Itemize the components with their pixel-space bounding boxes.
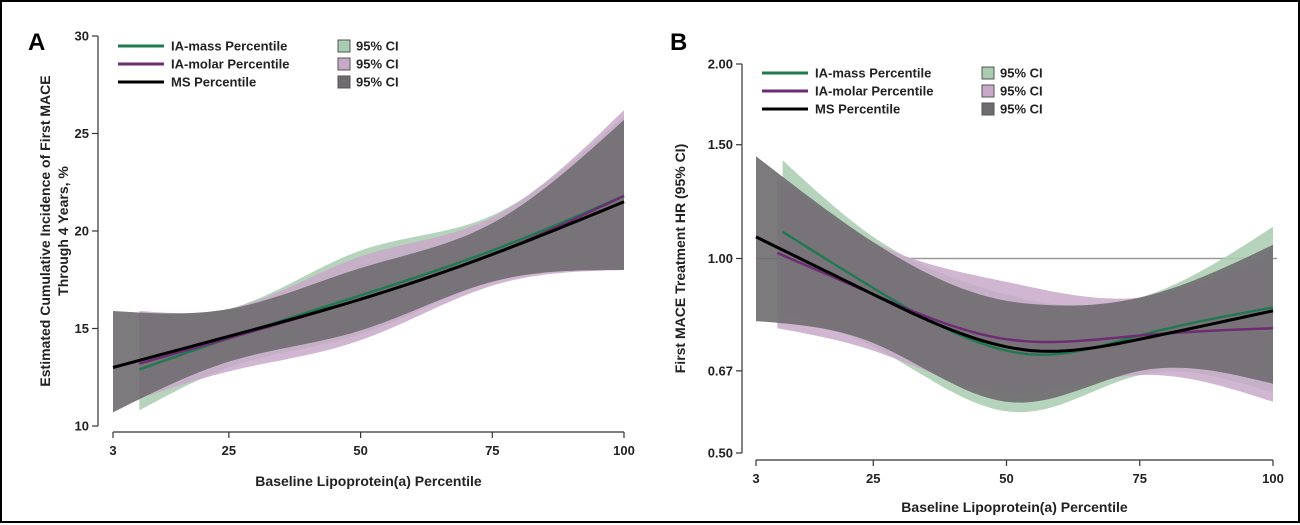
x-tick-label: 75 [485,443,499,458]
legend: IA-mass Percentile 95% CI IA-molar Percent… [118,39,399,90]
legend-ci-swatch-ia-mass [337,39,351,53]
series-line-ms [755,235,1274,353]
x-tick-label: 50 [999,471,1013,486]
y-axis-title: First MACE Treatment HR (95% CI) [672,144,688,373]
legend-label-ia-mass: IA-mass Percentile [171,39,287,54]
legend-ci-label: 95% CI [1000,102,1043,117]
chart-panel-b: B 0.50 0.67 1.00 1.50 2.00 3 25 50 75 100 Baseline … [670,29,1284,515]
y-tick-label: 0.67 [708,363,733,378]
series-line-ms [112,200,625,369]
x-tick-label: 3 [109,443,116,458]
chart-panel-a: A 10 15 20 25 30 3 25 50 75 100 Baseline Lipoprotei… [28,29,635,490]
y-axis-title: Through 4 Years, % [55,166,71,296]
x-tick-label: 100 [613,443,635,458]
x-tick-label: 100 [1262,471,1284,486]
ci-band-ms [756,156,1273,403]
legend-label-ia-molar: IA-molar Percentile [815,84,934,99]
legend-label-ms: MS Percentile [171,75,256,90]
ci-band-ms [113,119,624,413]
x-tick-label: 75 [1133,471,1147,486]
y-tick-label: 25 [75,126,89,141]
y-axis-title: Estimated Cumulative Incidence of First … [37,75,53,386]
series-line-ia-mass [781,230,1274,356]
legend-ci-swatch-ms [337,75,351,89]
panel-letter: B [670,29,687,56]
y-tick-label: 10 [75,419,89,434]
legend-ci-swatch-ms [981,102,995,116]
legend-ci-label: 95% CI [1000,84,1043,99]
y-tick-label: 30 [75,29,89,44]
legend-ci-label: 95% CI [356,75,399,90]
y-tick-label: 20 [75,224,89,239]
x-axis-title: Baseline Lipoprotein(a) Percentile [255,473,482,489]
legend-ci-label: 95% CI [356,39,399,54]
y-tick-label: 0.50 [708,446,733,461]
x-tick-label: 25 [222,443,236,458]
x-tick-label: 25 [866,471,880,486]
legend-ci-swatch-ia-molar [981,84,995,98]
legend-ci-swatch-ia-mass [981,66,995,80]
y-tick-label: 1.00 [708,251,733,266]
x-axis-title: Baseline Lipoprotein(a) Percentile [901,499,1128,515]
y-tick-label: 1.50 [708,137,733,152]
panel-letter: A [28,29,45,56]
legend-label-ia-molar: IA-molar Percentile [171,57,290,72]
legend-label-ms: MS Percentile [815,102,900,117]
legend-label-ia-mass: IA-mass Percentile [815,66,931,81]
y-tick-label: 2.00 [708,57,733,72]
legend-ci-label: 95% CI [356,57,399,72]
legend: IA-mass Percentile 95% CI IA-molar Percent… [762,66,1043,117]
legend-ci-swatch-ia-molar [337,57,351,71]
legend-ci-label: 95% CI [1000,66,1043,81]
y-tick-label: 15 [75,321,89,336]
x-tick-label: 50 [353,443,367,458]
x-tick-label: 3 [752,471,759,486]
